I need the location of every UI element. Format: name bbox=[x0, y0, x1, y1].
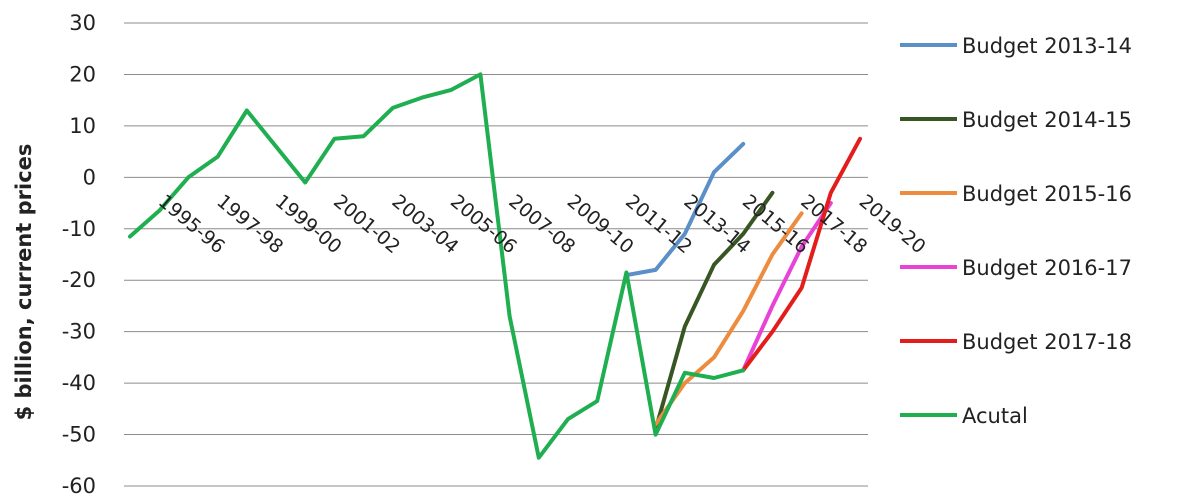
series-line bbox=[128, 72, 746, 460]
legend-label: Budget 2014-15 bbox=[962, 108, 1132, 132]
y-tick-label: 20 bbox=[69, 62, 96, 86]
legend-label: Budget 2017-18 bbox=[962, 330, 1132, 354]
series-line bbox=[624, 141, 746, 278]
legend-label: Budget 2013-14 bbox=[962, 34, 1132, 58]
legend: Budget 2013-14 Budget 2014-15 Budget 2015-… bbox=[900, 34, 1132, 428]
series-line bbox=[653, 190, 775, 432]
y-tick-label: 30 bbox=[69, 11, 96, 35]
y-tick-label: -30 bbox=[62, 320, 96, 344]
y-tick-label: 10 bbox=[69, 114, 96, 138]
legend-label: Acutal bbox=[962, 404, 1028, 428]
series-line bbox=[741, 201, 833, 373]
y-tick-label: 0 bbox=[83, 165, 96, 189]
y-tick-label: -20 bbox=[62, 268, 96, 292]
series-lines bbox=[128, 72, 862, 460]
y-tick-label: -40 bbox=[62, 371, 96, 395]
legend-label: Budget 2015-16 bbox=[962, 182, 1132, 206]
y-axis-ticks: 30 20 10 0 -10 -20 -30 -40 -50 -60 bbox=[62, 11, 96, 498]
series-line bbox=[741, 136, 862, 373]
x-tick-label: 2019-20 bbox=[855, 190, 930, 258]
y-tick-label: -10 bbox=[62, 217, 96, 241]
y-tick-label: -60 bbox=[62, 474, 96, 498]
gridlines bbox=[124, 22, 868, 487]
y-axis-label: $ billion, current prices bbox=[12, 144, 36, 421]
y-tick-label: -50 bbox=[62, 423, 96, 447]
series-line bbox=[653, 211, 804, 427]
legend-label: Budget 2016-17 bbox=[962, 256, 1132, 280]
